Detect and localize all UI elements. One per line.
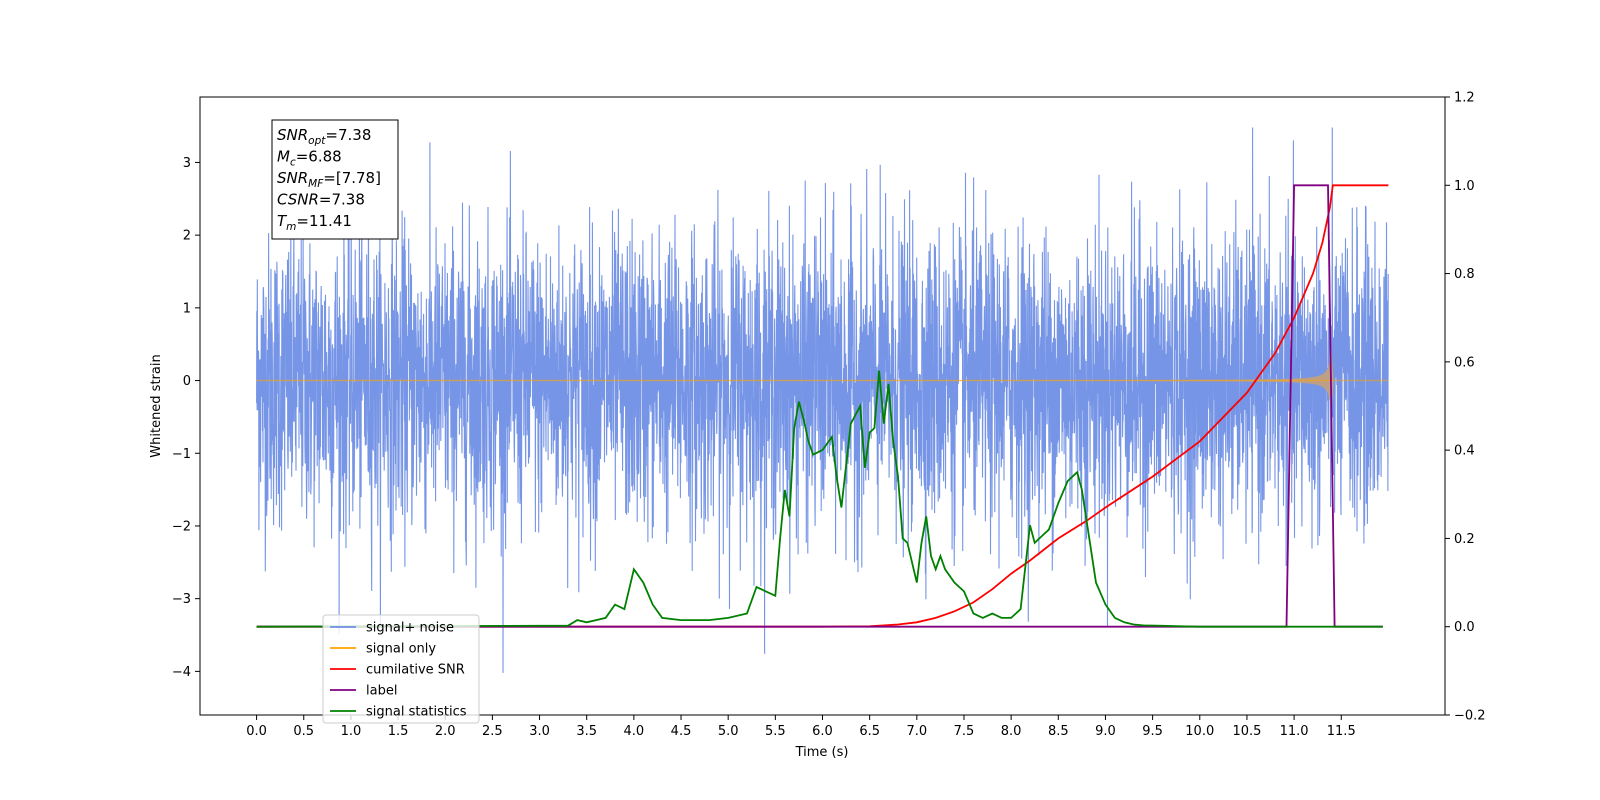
legend-item-label: label	[366, 684, 397, 699]
y-right-tick-label: 1.2	[1454, 91, 1475, 106]
annotation-frame	[271, 119, 399, 240]
legend: signal+ noise signal only cumilative SNR la…	[322, 614, 480, 724]
y-left-tick-label: 0	[183, 374, 191, 389]
x-axis-label: Time (s)	[795, 745, 849, 760]
series-signal-statistics	[256, 370, 1383, 628]
x-tick-label: 7.0	[906, 724, 927, 739]
x-tick-label: 0.0	[246, 724, 267, 739]
y-axis-right-ticks: −0.2 0.0 0.2 0.4 0.6 0.8 1.0 1.2	[1445, 91, 1486, 724]
legend-item-label: cumilative SNR	[366, 663, 465, 678]
x-tick-label: 9.0	[1095, 724, 1116, 739]
x-tick-label: 10.0	[1185, 724, 1214, 739]
y-left-tick-label: −4	[172, 665, 191, 680]
y-right-tick-label: 1.0	[1454, 179, 1475, 194]
x-axis-ticks: 0.0 0.5 1.0 1.5 2.0 2.5 3.0 3.5 4.0 4.5 5.0 5.5 6.0 6…	[246, 715, 1356, 739]
x-tick-label: 3.0	[529, 724, 550, 739]
y-axis-left-label: Whitened strain	[149, 354, 164, 457]
y-right-tick-label: 0.8	[1454, 267, 1475, 282]
legend-item-label: signal statistics	[366, 705, 467, 720]
legend-frame	[322, 614, 480, 724]
x-tick-label: 6.5	[859, 724, 880, 739]
x-tick-label: 8.0	[1001, 724, 1022, 739]
annotation-line: SNRMF=[7.78]	[277, 169, 381, 190]
x-tick-label: 4.5	[671, 724, 692, 739]
y-left-tick-label: −2	[172, 519, 191, 534]
legend-item-label: signal only	[366, 642, 436, 657]
x-tick-label: 2.5	[482, 724, 503, 739]
y-right-tick-label: 0.6	[1454, 355, 1475, 370]
x-tick-label: 1.5	[388, 724, 409, 739]
y-axis-left-ticks: −4 −3 −2 −1 0 1 2 3	[172, 156, 200, 680]
x-tick-label: 9.5	[1142, 724, 1163, 739]
legend-item-label: signal+ noise	[366, 621, 454, 636]
annotation-line: Tm=11.41	[277, 212, 352, 233]
x-tick-label: 2.0	[435, 724, 456, 739]
x-tick-label: 3.5	[576, 724, 597, 739]
x-tick-label: 5.0	[718, 724, 739, 739]
y-left-tick-label: 1	[183, 301, 191, 316]
y-right-tick-label: −0.2	[1454, 709, 1486, 724]
x-tick-label: 1.0	[341, 724, 362, 739]
x-tick-label: 8.5	[1048, 724, 1069, 739]
y-right-tick-label: 0.2	[1454, 532, 1475, 547]
x-tick-label: 11.0	[1280, 724, 1309, 739]
annotation-line: CSNR=7.38	[277, 191, 365, 209]
y-right-tick-label: 0.4	[1454, 444, 1475, 459]
y-left-tick-label: 3	[183, 156, 191, 171]
x-tick-label: 5.5	[765, 724, 786, 739]
x-tick-label: 7.5	[954, 724, 975, 739]
x-tick-label: 0.5	[293, 724, 314, 739]
y-left-tick-label: −1	[172, 447, 191, 462]
series-layer	[256, 127, 1389, 673]
x-tick-label: 11.5	[1327, 724, 1356, 739]
annotation-line: Mc=6.88	[277, 148, 342, 169]
x-tick-label: 10.5	[1232, 724, 1261, 739]
x-tick-label: 6.0	[812, 724, 833, 739]
x-tick-label: 4.0	[624, 724, 645, 739]
series-signal-noise	[256, 127, 1389, 673]
annotation-line: SNRopt=7.38	[277, 126, 371, 147]
y-left-tick-label: 2	[183, 229, 191, 244]
y-right-tick-label: 0.0	[1454, 620, 1475, 635]
y-left-tick-label: −3	[172, 592, 191, 607]
